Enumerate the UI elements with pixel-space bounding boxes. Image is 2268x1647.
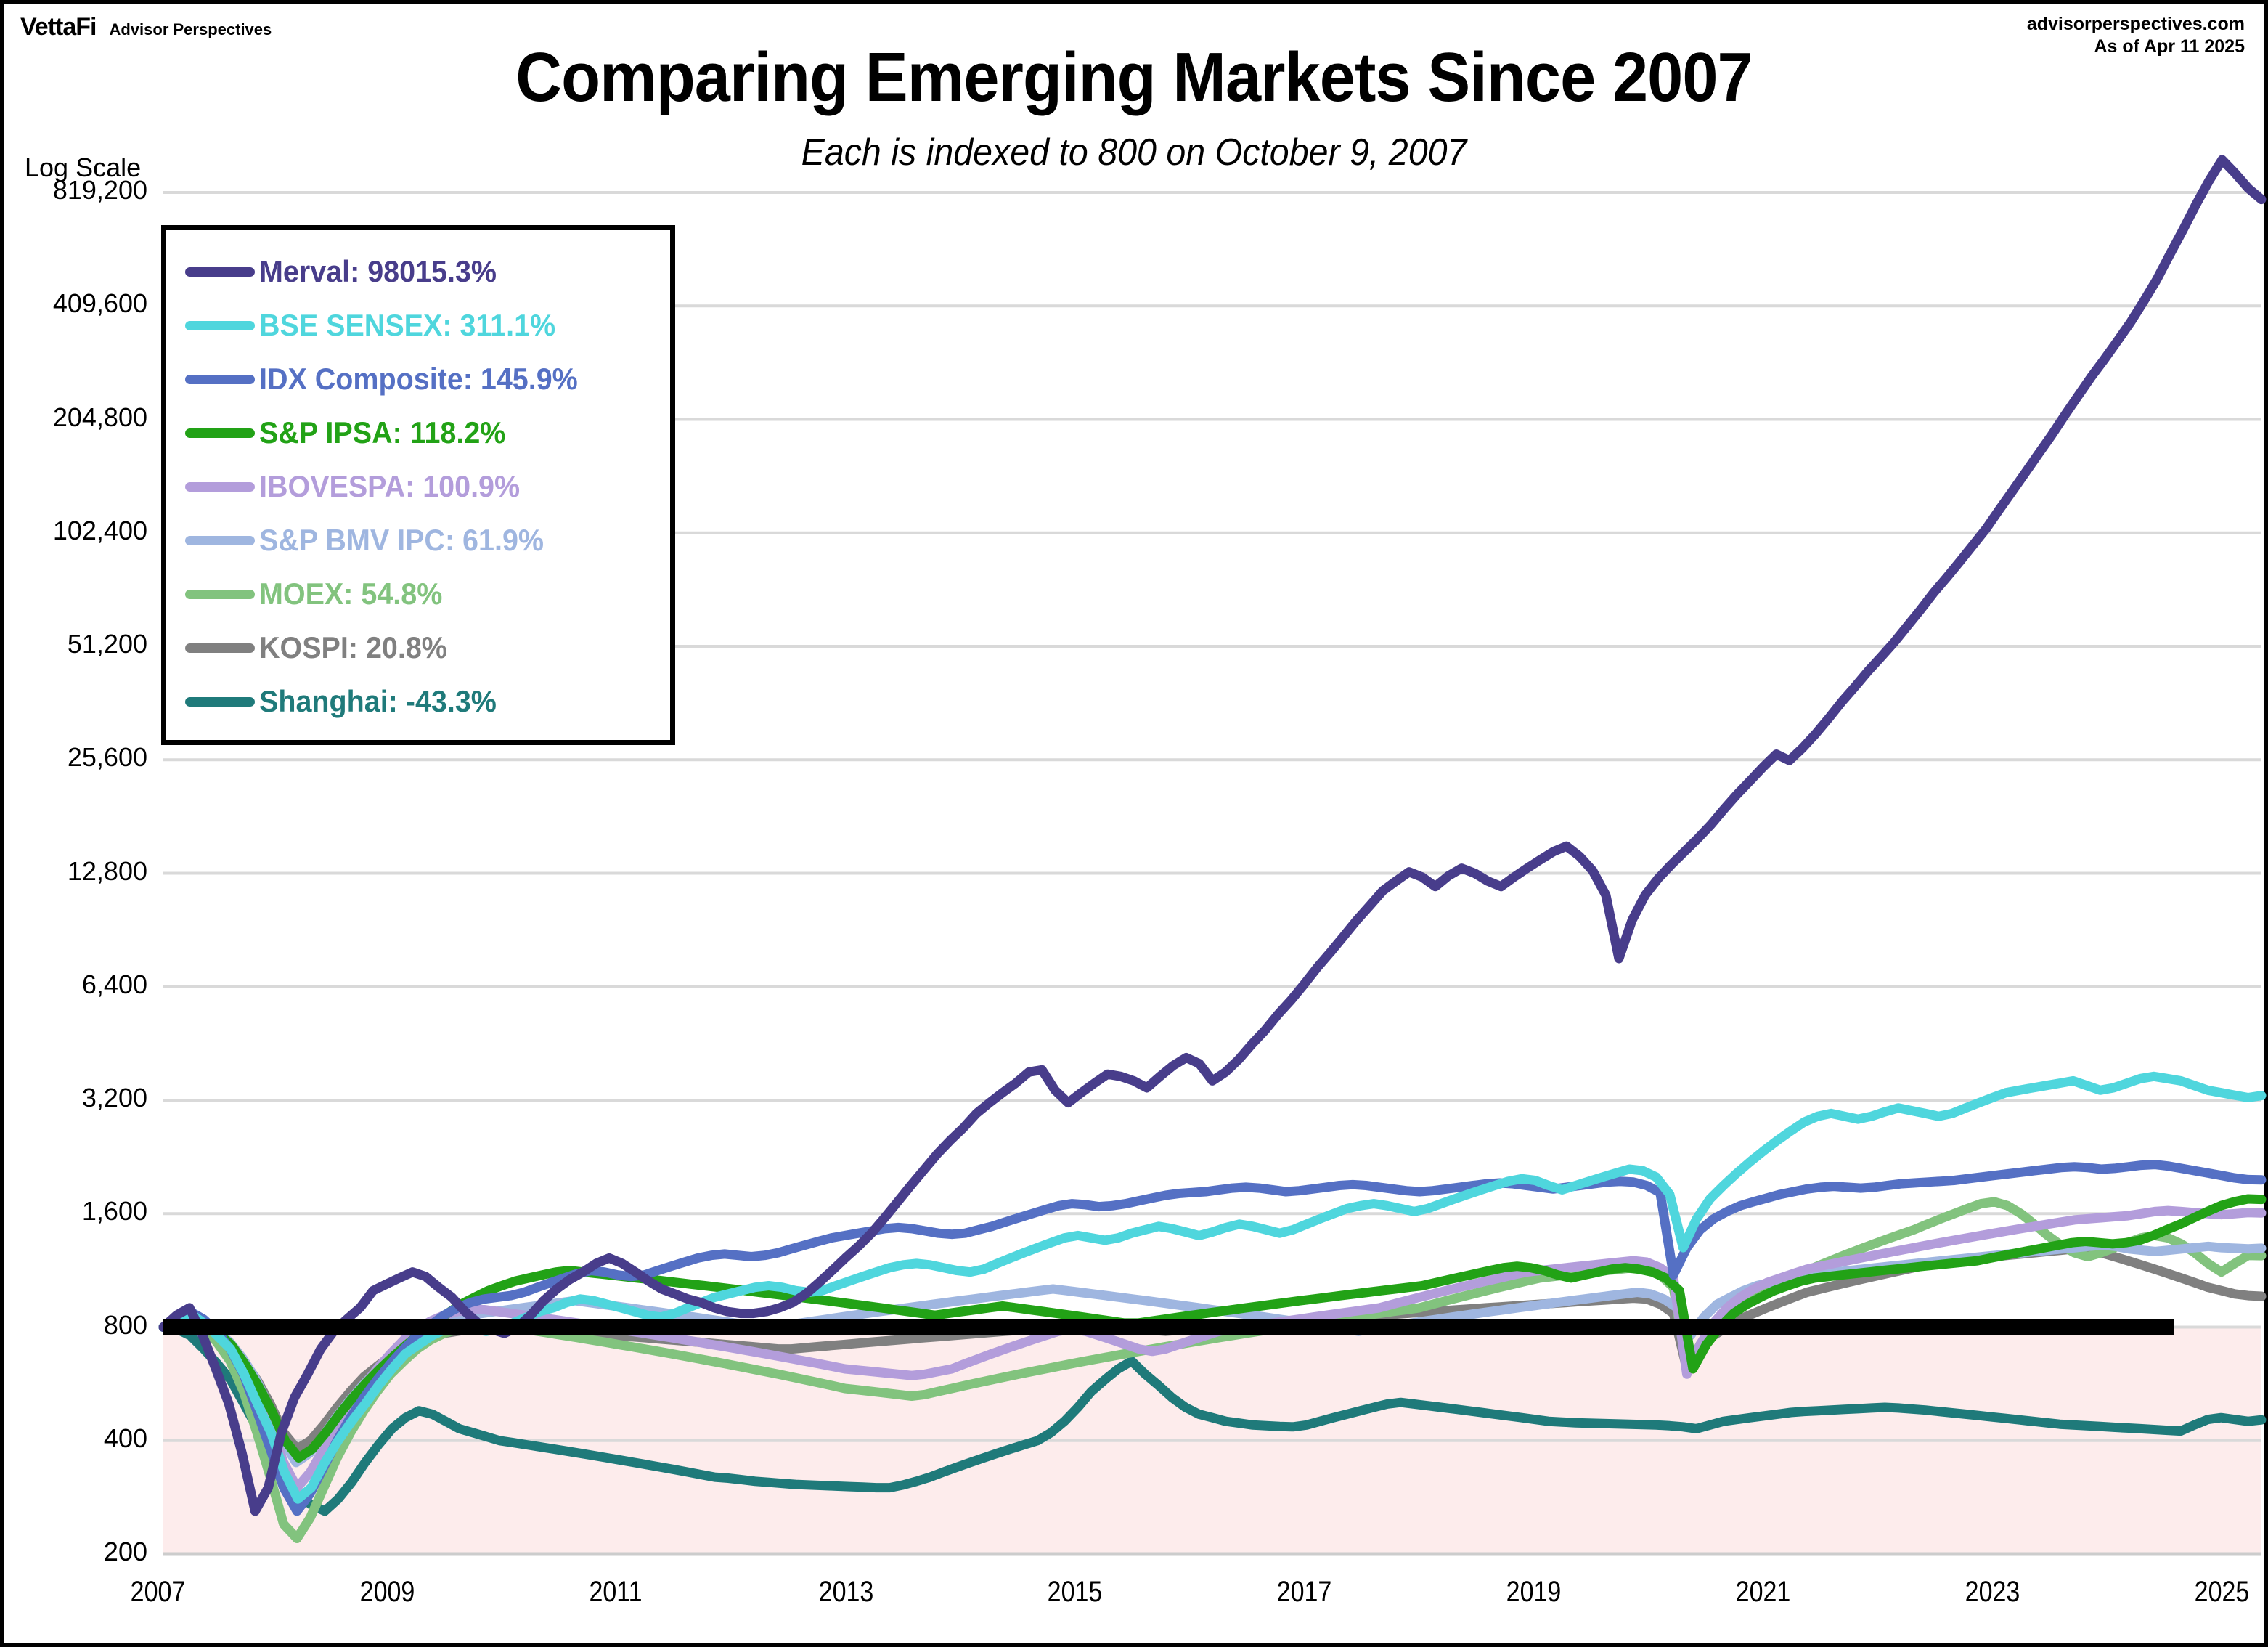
source-info: advisorperspectives.com As of Apr 11 202…	[2027, 13, 2245, 59]
y-tick-label: 400	[103, 1423, 147, 1453]
y-tick-label: 1,600	[81, 1196, 147, 1227]
page-title: Comparing Emerging Markets Since 2007	[515, 38, 1753, 116]
legend-item-moex[interactable]: MOEX: 54.8%	[185, 567, 670, 621]
series-line-s-p-ipsa	[158, 1194, 2267, 1463]
y-tick-label: 800	[103, 1309, 147, 1340]
chart-legend: Merval: 98015.3% BSE SENSEX: 311.1% IDX Co…	[161, 225, 675, 745]
legend-label: BSE SENSEX: 311.1%	[259, 308, 556, 342]
legend-item-ibovespa[interactable]: IBOVESPA: 100.9%	[185, 460, 670, 513]
y-tick-label: 12,800	[67, 855, 147, 886]
as-of-date: As of Apr 11 2025	[2094, 36, 2245, 57]
x-tick-label: 2009	[359, 1576, 415, 1608]
series-line-shanghai	[158, 1322, 2267, 1516]
legend-item-s-p-bmv-ipc[interactable]: S&P BMV IPC: 61.9%	[185, 513, 670, 567]
legend-color-swatch	[185, 643, 255, 653]
x-tick-label: 2025	[2194, 1576, 2249, 1608]
legend-color-swatch	[185, 481, 255, 492]
legend-color-swatch	[185, 589, 255, 599]
site-url: advisorperspectives.com	[2026, 14, 2245, 34]
legend-item-bse-sensex[interactable]: BSE SENSEX: 311.1%	[185, 298, 670, 352]
legend-item-shanghai[interactable]: Shanghai: -43.3%	[185, 675, 670, 728]
y-axis-note: Log Scale	[25, 152, 142, 182]
legend-color-swatch	[185, 696, 255, 707]
y-tick-label: 3,200	[81, 1083, 147, 1113]
legend-label: IDX Composite: 145.9%	[259, 362, 578, 396]
x-tick-label: 2023	[1965, 1576, 2020, 1608]
legend-color-swatch	[185, 320, 255, 330]
x-tick-label: 2015	[1048, 1576, 1103, 1608]
x-tick-label: 2011	[589, 1576, 643, 1608]
series-line-idx-composite	[158, 1160, 2267, 1516]
legend-label: IBOVESPA: 100.9%	[259, 469, 521, 503]
legend-label: MOEX: 54.8%	[259, 577, 443, 611]
y-tick-label: 51,200	[67, 629, 147, 659]
brand-header: VettaFi Advisor Perspectives	[20, 13, 272, 41]
legend-color-swatch	[185, 267, 255, 277]
advisor-perspectives-label: Advisor Perspectives	[109, 20, 272, 38]
y-tick-label: 25,600	[67, 742, 147, 773]
y-tick-label: 204,800	[52, 402, 147, 432]
y-tick-label: 200	[103, 1537, 147, 1566]
legend-color-swatch	[185, 428, 255, 438]
legend-color-swatch	[185, 535, 255, 545]
vettafi-logo: VettaFi	[20, 13, 97, 41]
legend-label: KOSPI: 20.8%	[259, 630, 447, 664]
legend-item-kospi[interactable]: KOSPI: 20.8%	[185, 621, 670, 675]
legend-item-s-p-ipsa[interactable]: S&P IPSA: 118.2%	[185, 406, 670, 460]
y-tick-label: 819,200	[52, 175, 147, 205]
page-subtitle: Each is indexed to 800 on October 9, 200…	[801, 131, 1467, 174]
x-tick-label: 2017	[1276, 1576, 1332, 1608]
x-tick-label: 2019	[1506, 1576, 1562, 1608]
legend-label: S&P IPSA: 118.2%	[259, 415, 506, 450]
y-tick-label: 6,400	[81, 969, 147, 999]
x-tick-label: 2021	[1735, 1576, 1791, 1608]
legend-color-swatch	[185, 374, 255, 384]
legend-label: Shanghai: -43.3%	[259, 684, 497, 718]
legend-item-idx-composite[interactable]: IDX Composite: 145.9%	[185, 352, 670, 406]
legend-item-merval[interactable]: Merval: 98015.3%	[185, 245, 670, 298]
y-tick-label: 102,400	[52, 515, 147, 545]
x-tick-label: 2007	[130, 1576, 186, 1608]
y-tick-label: 409,600	[52, 288, 147, 319]
x-tick-label: 2013	[818, 1576, 873, 1608]
legend-label: S&P BMV IPC: 61.9%	[259, 523, 544, 557]
legend-label: Merval: 98015.3%	[259, 254, 497, 288]
